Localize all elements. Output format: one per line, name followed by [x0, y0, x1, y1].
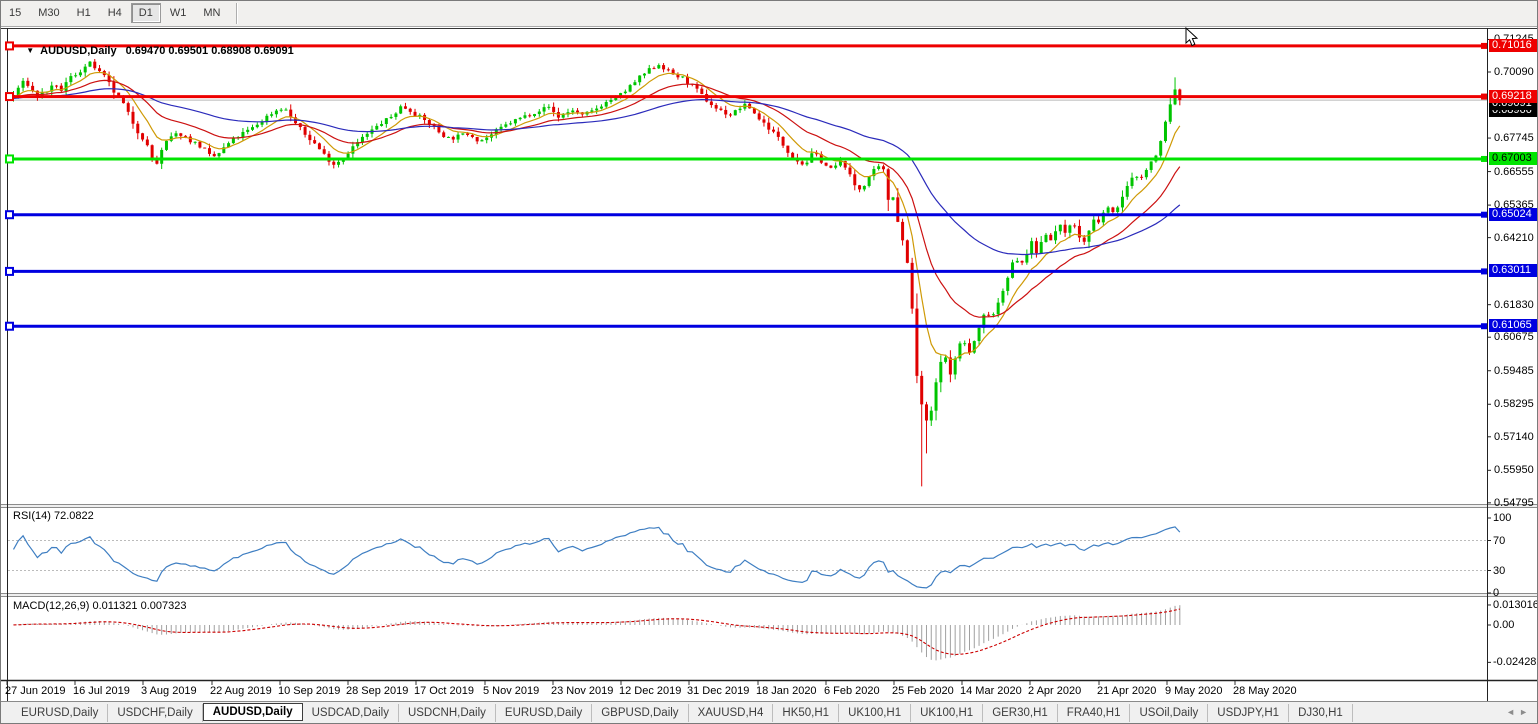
tab-usdcad-daily[interactable]: USDCAD,Daily — [303, 704, 399, 722]
hline-0.69218[interactable] — [5, 92, 1487, 102]
tab-scroll-arrows[interactable]: ◄► — [1506, 707, 1532, 717]
timeframe-toolbar: 15 M30 H1 H4 D1 W1 MN — [0, 0, 1538, 27]
hline-0.67003[interactable] — [5, 154, 1487, 164]
timeframe-m30[interactable]: M30 — [38, 7, 60, 19]
tab-scroll-right-icon: ► — [1519, 707, 1532, 717]
tab-ger30-h1[interactable]: GER30,H1 — [983, 704, 1058, 722]
tab-uk100-h1[interactable]: UK100,H1 — [839, 704, 912, 722]
toolbar-separator — [236, 2, 239, 24]
tab-xauusd-h4[interactable]: XAUUSD,H4 — [689, 704, 774, 722]
timeframe-h1[interactable]: H1 — [76, 7, 91, 19]
tab-usdcnh-daily[interactable]: USDCNH,Daily — [399, 704, 496, 722]
tab-fra40-h1[interactable]: FRA40,H1 — [1058, 704, 1131, 722]
tab-usdchf-daily[interactable]: USDCHF,Daily — [108, 704, 203, 722]
ma-line-55 — [13, 88, 1181, 256]
ma-line-21 — [13, 79, 1181, 318]
ma-line-8 — [13, 71, 1181, 361]
tab-usoil-daily[interactable]: USOil,Daily — [1130, 704, 1209, 722]
rsi-line — [12, 526, 1181, 589]
symbol-tab-bar: EURUSD,Daily USDCHF,Daily AUDUSD,Daily USDC… — [0, 701, 1538, 724]
tab-hk50-h1[interactable]: HK50,H1 — [773, 704, 840, 722]
timeframe-w1[interactable]: W1 — [169, 7, 187, 19]
tab-eurusd-daily[interactable]: EURUSD,Daily — [12, 704, 109, 722]
timeframe-mn[interactable]: MN — [203, 7, 221, 19]
tab-eurusd-daily-2[interactable]: EURUSD,Daily — [496, 704, 593, 722]
hline-0.71016[interactable] — [5, 41, 1487, 51]
tab-audusd-daily[interactable]: AUDUSD,Daily — [202, 703, 303, 721]
timeframe-d1[interactable]: D1 — [130, 3, 161, 23]
tab-gbpusd-daily[interactable]: GBPUSD,Daily — [592, 704, 689, 722]
mouse-cursor — [1185, 26, 1199, 47]
timeframe-15[interactable]: 15 — [9, 7, 22, 19]
tab-scroll-left-icon: ◄ — [1506, 707, 1520, 717]
hline-0.61065[interactable] — [5, 321, 1487, 331]
hline-0.63011[interactable] — [5, 266, 1487, 276]
timeframe-h4[interactable]: H4 — [107, 7, 122, 19]
tab-usdjpy-h1[interactable]: USDJPY,H1 — [1208, 704, 1290, 722]
macd-signal-line — [13, 608, 1180, 656]
tab-dj30-h1[interactable]: DJ30,H1 — [1289, 704, 1353, 722]
hline-0.65024[interactable] — [5, 210, 1487, 220]
tab-uk100-h1-2[interactable]: UK100,H1 — [911, 704, 984, 722]
